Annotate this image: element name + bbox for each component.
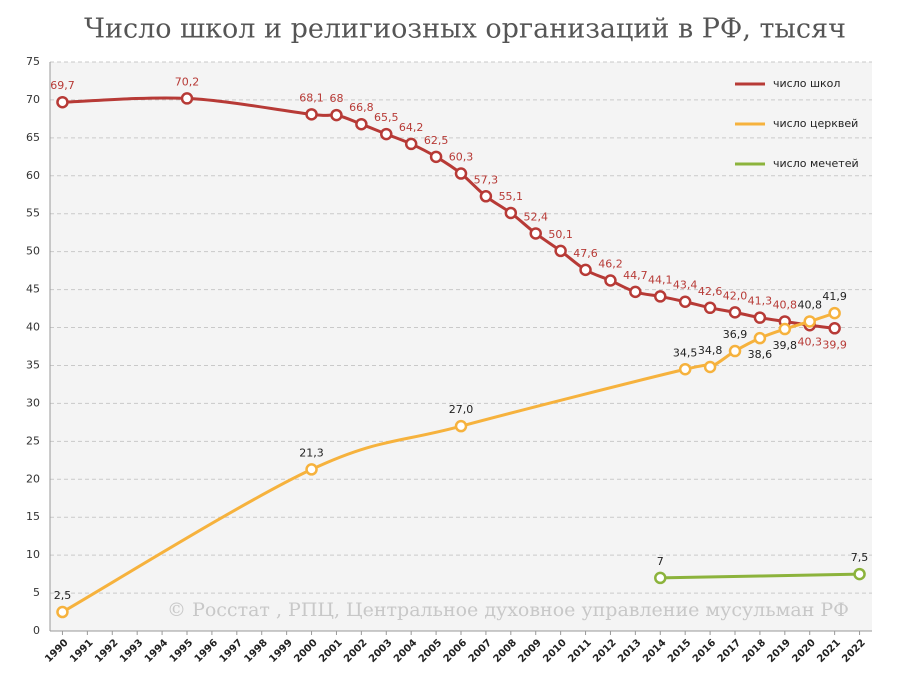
y-tick-label: 15 [26,510,40,523]
data-label: 47,6 [573,247,598,260]
data-label: 65,5 [374,111,399,124]
data-point [654,290,667,303]
data-point [529,227,542,240]
data-label: 43,4 [673,279,698,292]
y-tick-label: 35 [26,358,40,371]
data-point [778,322,792,336]
data-point [305,108,318,121]
data-label: 41,9 [822,290,847,303]
data-label: 41,3 [748,295,773,308]
legend-label: число школ [773,77,840,90]
data-point [380,127,393,141]
data-point [753,311,767,324]
data-point [330,108,343,122]
data-point [678,363,692,376]
data-label: 44,1 [648,273,673,286]
data-point [355,117,368,131]
data-label: 68 [329,92,343,105]
data-label: 36,9 [723,328,748,341]
data-label: 2,5 [54,589,72,602]
data-label: 52,4 [523,210,548,223]
y-tick-label: 30 [26,396,40,409]
data-point [56,95,69,109]
data-label: 68,1 [299,91,324,104]
data-point [305,463,318,476]
data-label: 38,6 [748,348,773,361]
data-label: 7 [657,555,664,568]
data-label: 70,2 [175,75,200,88]
data-label: 21,3 [299,446,324,459]
data-label: 7,5 [851,551,869,564]
y-tick-label: 40 [26,321,40,334]
data-label: 44,7 [623,269,648,282]
source-note: © Росстат , РПЦ, Центральное духовное уп… [167,599,849,621]
y-tick-label: 65 [26,131,40,144]
y-tick-label: 50 [26,245,40,258]
data-point [728,306,742,319]
data-point [753,331,767,345]
data-point [654,571,667,585]
data-label: 42,0 [723,289,748,302]
legend-label: число мечетей [773,157,859,170]
data-label: 40,3 [797,335,822,348]
data-label: 39,9 [822,338,847,351]
data-label: 39,8 [773,339,798,352]
data-point [828,322,841,335]
legend-label: число церквей [773,117,858,130]
data-point [604,274,617,287]
data-label: 40,8 [797,298,822,311]
y-tick-label: 0 [33,624,40,637]
y-tick-label: 60 [26,169,40,182]
data-label: 50,1 [548,228,573,241]
data-point [180,92,194,105]
data-point [703,301,717,315]
data-label: 62,5 [424,134,449,147]
data-label: 69,7 [50,79,75,92]
y-tick-label: 20 [26,472,40,485]
data-label: 57,3 [474,173,499,186]
data-label: 42,6 [698,285,723,298]
data-point [404,137,418,151]
data-point [554,244,567,258]
data-point [853,567,866,581]
data-point [703,360,717,374]
data-point [728,344,742,358]
y-tick-label: 55 [26,207,40,220]
y-tick-label: 45 [26,283,40,296]
data-label: 66,8 [349,101,374,114]
data-point [579,263,592,277]
data-label: 60,3 [449,151,474,164]
data-label: 40,8 [773,298,798,311]
data-label: 34,8 [698,344,723,357]
data-label: 55,1 [499,190,524,203]
data-label: 64,2 [399,121,424,134]
data-point [429,150,443,164]
data-label: 27,0 [449,403,474,416]
data-point [56,605,69,619]
data-point [678,295,692,308]
data-point [803,315,816,328]
y-tick-label: 70 [26,93,40,106]
data-point [454,167,468,180]
data-point [454,419,468,433]
y-tick-label: 75 [26,55,40,68]
chart-title: Число школ и религиозных организаций в Р… [84,14,846,45]
series-line [660,572,860,580]
y-tick-label: 5 [33,586,40,599]
data-point [828,306,841,320]
y-tick-label: 10 [26,548,40,561]
data-point [479,190,493,203]
data-point [629,285,642,299]
data-label: 34,5 [673,346,698,359]
data-point [504,206,518,220]
y-tick-label: 25 [26,434,40,447]
data-label: 46,2 [598,257,623,270]
